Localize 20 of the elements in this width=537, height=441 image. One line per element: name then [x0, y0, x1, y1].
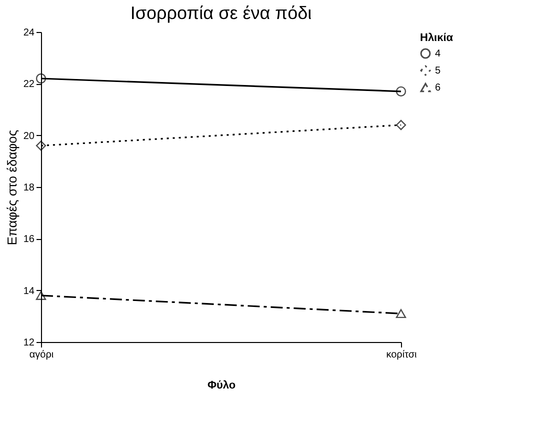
point	[396, 86, 406, 96]
y-tick-label: 24	[23, 28, 35, 38]
x-axis-title: Φύλο	[207, 380, 236, 392]
y-tick-label: 12	[23, 338, 35, 348]
legend-label: 5	[435, 66, 441, 76]
y-tick-label: 22	[23, 79, 35, 90]
legend-title: Ηλικία	[420, 32, 454, 44]
y-axis-title: Επαφές στο έδαφος	[4, 130, 20, 246]
x-tick-label: αγόρι	[29, 350, 54, 360]
point	[36, 140, 46, 151]
y-tick-label: 16	[23, 234, 35, 246]
chart-title: Ισορροπία σε ένα πόδι	[130, 3, 312, 23]
point	[36, 73, 46, 84]
y-tick-label: 14	[23, 286, 35, 297]
y-tick-label: 18	[23, 182, 35, 194]
point	[396, 120, 406, 130]
legend-label: 6	[435, 82, 441, 94]
legend-label: 4	[435, 48, 441, 60]
y-tick-label: 20	[23, 130, 35, 142]
x-tick-label: κορίτσι	[386, 350, 417, 360]
